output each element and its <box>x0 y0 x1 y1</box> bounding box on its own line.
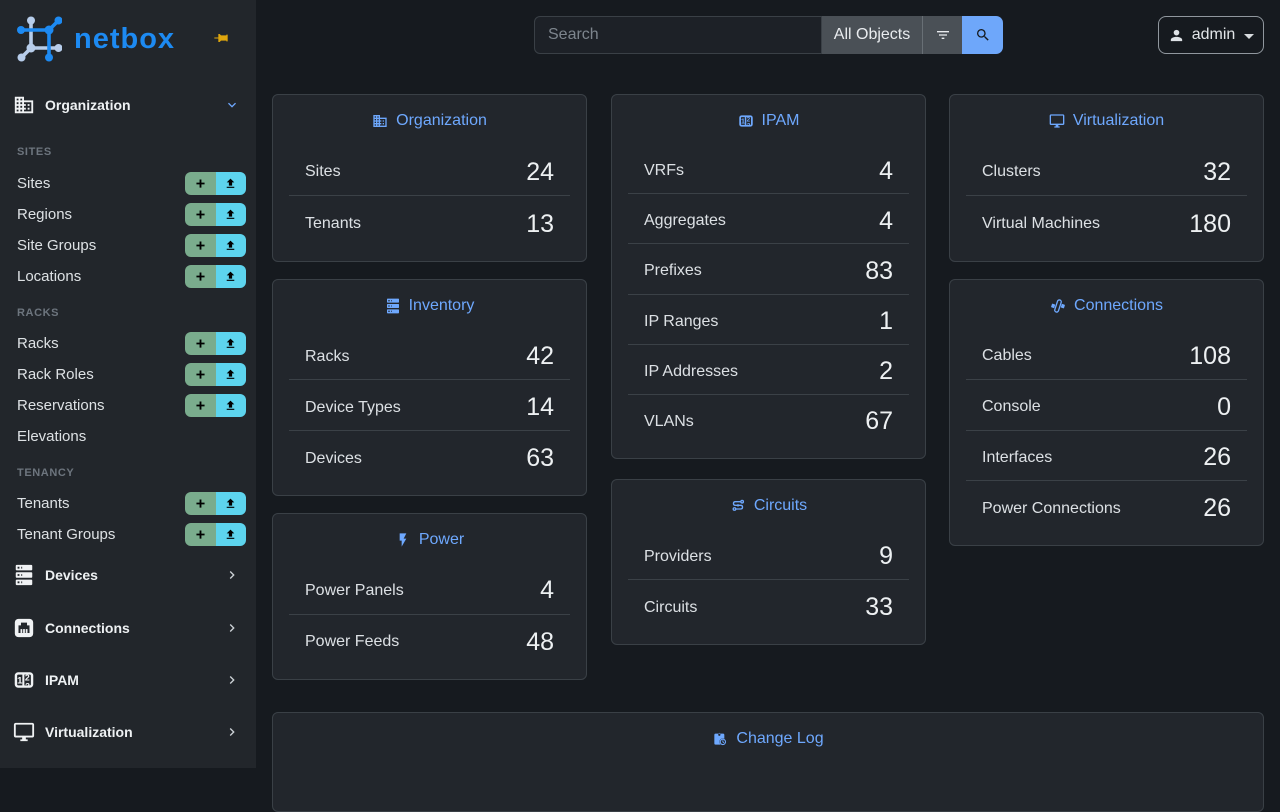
svg-text:2: 2 <box>746 116 750 123</box>
svg-text:2: 2 <box>25 681 30 691</box>
svg-text:2: 2 <box>746 123 750 129</box>
svg-text:1: 1 <box>17 676 23 687</box>
svg-text:1: 1 <box>741 119 745 126</box>
svg-text:2: 2 <box>25 673 30 683</box>
